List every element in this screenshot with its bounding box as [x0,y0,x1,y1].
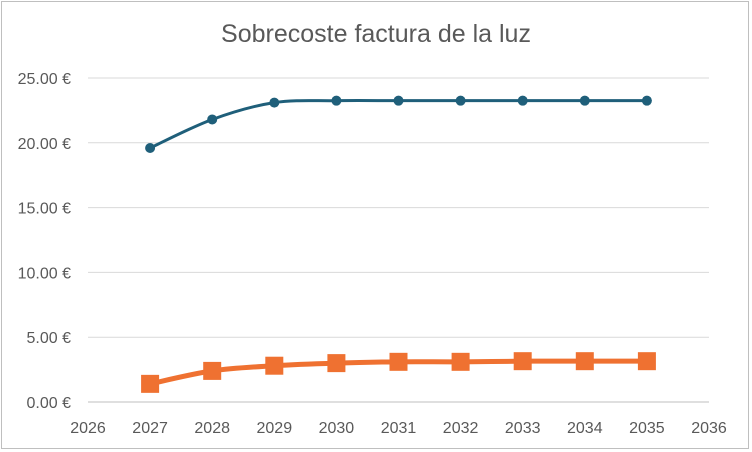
data-point-square [203,361,222,380]
data-point-circle [641,95,652,106]
data-point-square [141,374,160,393]
y-tick-label: 15.00 € [18,201,71,218]
x-tick-label: 2026 [70,420,106,437]
data-point-square [575,352,594,371]
x-tick-label: 2029 [257,420,293,437]
data-point-circle [207,114,218,125]
y-tick-label: 25.00 € [18,71,71,88]
x-tick-label: 2036 [691,420,727,437]
x-tick-label: 2030 [319,420,355,437]
x-tick-label: 2027 [132,420,168,437]
data-point-circle [331,95,342,106]
chart-title: Sobrecoste factura de la luz [221,20,531,48]
x-tick-label: 2033 [505,420,541,437]
data-point-square [513,352,532,371]
data-point-square [451,352,470,371]
y-tick-label: 10.00 € [18,265,71,282]
data-point-square [637,352,656,371]
y-tick-label: 0.00 € [27,395,72,412]
x-tick-label: 2035 [629,420,665,437]
data-point-square [265,356,284,375]
x-tick-label: 2031 [381,420,417,437]
data-point-circle [455,95,466,106]
data-point-circle [145,142,156,153]
x-tick-label: 2032 [443,420,479,437]
series-line [148,99,649,150]
x-tick-label: 2034 [567,420,603,437]
data-point-circle [393,95,404,106]
data-point-square [389,352,408,371]
data-point-circle [269,97,280,108]
data-point-circle [517,95,528,106]
x-tick-label: 2028 [194,420,230,437]
y-tick-label: 20.00 € [18,136,71,153]
y-tick-label: 5.00 € [27,330,72,347]
data-point-circle [579,95,590,106]
data-point-square [327,354,346,373]
